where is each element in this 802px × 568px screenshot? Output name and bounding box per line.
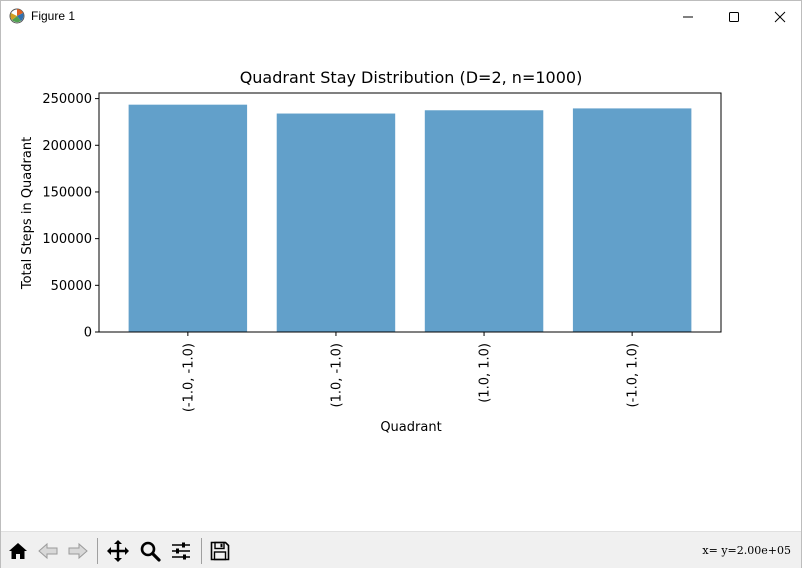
- home-button[interactable]: [4, 537, 32, 565]
- x-ticks: (-1.0, -1.0) (1.0, -1.0) (1.0, 1.0) (-1.0, …: [181, 332, 641, 412]
- y-tick-label: 100000: [42, 232, 92, 247]
- bar-chart: Quadrant Stay Distribution (D=2, n=1000)…: [20, 68, 722, 435]
- save-icon: [210, 541, 230, 561]
- bar-1: [276, 113, 396, 332]
- y-tick-label: 250000: [42, 92, 92, 107]
- close-icon: [774, 11, 786, 22]
- x-tick-label: (-1.0, -1.0): [181, 343, 196, 412]
- minimize-button[interactable]: [665, 1, 711, 32]
- navigation-toolbar: x= y=2.00e+05: [1, 531, 801, 568]
- x-tick-label: (1.0, -1.0): [329, 343, 344, 407]
- x-axis-label: Quadrant: [380, 420, 441, 435]
- zoom-icon: [140, 541, 161, 562]
- y-tick-label: 0: [84, 326, 92, 341]
- arrow-left-icon: [38, 542, 58, 560]
- x-tick-label: (-1.0, 1.0): [626, 343, 641, 407]
- configure-subplots-button[interactable]: [167, 537, 195, 565]
- axes-frame: [98, 92, 722, 333]
- move-icon: [107, 540, 129, 562]
- bar-3: [572, 108, 692, 332]
- matplotlib-icon: [9, 8, 25, 24]
- save-button[interactable]: [206, 537, 234, 565]
- window-title: Figure 1: [31, 9, 76, 23]
- bar-0: [128, 104, 248, 332]
- minimize-icon: [683, 16, 693, 17]
- pan-button[interactable]: [104, 537, 132, 565]
- toolbar-separator: [201, 538, 202, 564]
- chart-title: Quadrant Stay Distribution (D=2, n=1000): [240, 68, 583, 87]
- back-button[interactable]: [34, 537, 62, 565]
- window-titlebar: Figure 1: [1, 1, 801, 32]
- zoom-button[interactable]: [136, 537, 164, 565]
- toolbar-separator: [97, 538, 98, 564]
- cursor-coordinates: x= y=2.00e+05: [702, 544, 791, 557]
- arrow-right-icon: [68, 542, 88, 560]
- bar-2: [424, 110, 544, 332]
- y-tick-label: 150000: [42, 185, 92, 200]
- y-ticks: 0 50000 100000 150000 200000 250000: [42, 92, 99, 341]
- maximize-button[interactable]: [711, 1, 757, 32]
- close-button[interactable]: [757, 1, 802, 32]
- y-axis-label: Total Steps in Quadrant: [20, 137, 35, 290]
- y-tick-label: 200000: [42, 139, 92, 154]
- maximize-icon: [729, 11, 739, 22]
- sliders-icon: [172, 542, 190, 560]
- forward-button[interactable]: [64, 537, 92, 565]
- home-icon: [9, 543, 27, 559]
- bars-layer: [128, 104, 692, 332]
- y-tick-label: 50000: [51, 279, 92, 294]
- x-tick-label: (1.0, 1.0): [478, 343, 493, 403]
- figure-canvas[interactable]: Quadrant Stay Distribution (D=2, n=1000)…: [1, 32, 801, 531]
